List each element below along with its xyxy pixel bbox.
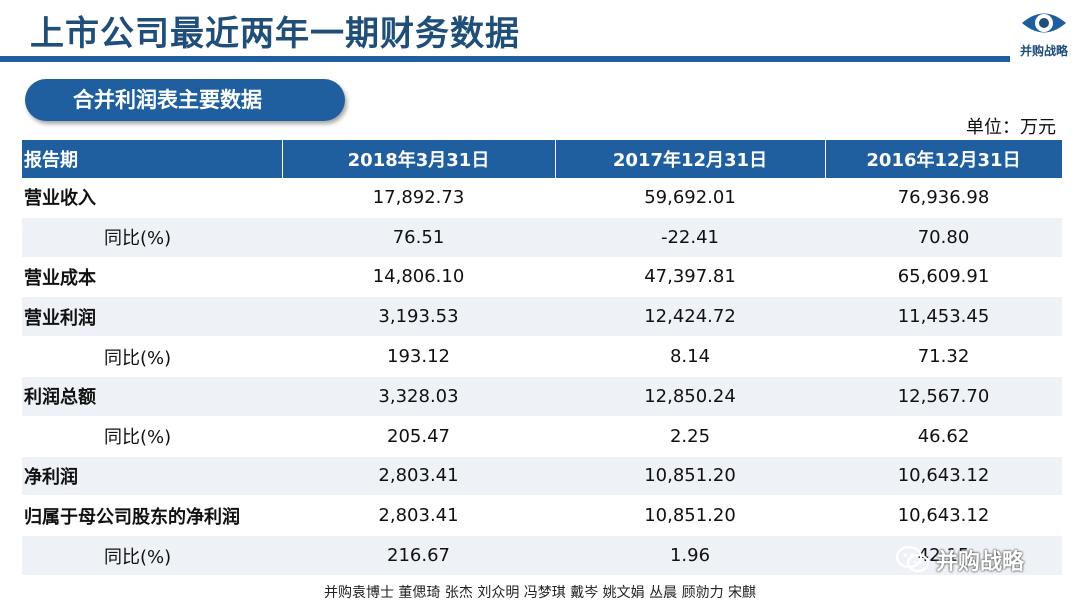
table-cell: 76.51 — [282, 217, 555, 258]
table-cell: 12,850.24 — [555, 376, 825, 417]
row-label: 净利润 — [22, 456, 282, 497]
table-row: 利润总额 3,328.03 12,850.24 12,567.70 — [22, 376, 1062, 417]
table-cell: 3,193.53 — [282, 296, 555, 338]
table-cell: 8.14 — [555, 336, 825, 377]
table-row: 营业收入 17,892.73 59,692.01 76,936.98 — [22, 178, 1062, 218]
row-label: 同比(%) — [22, 336, 282, 377]
table-row: 同比(%) 193.12 8.14 71.32 — [22, 336, 1062, 377]
unit-label: 单位：万元 — [966, 117, 1056, 138]
table-cell: 14,806.10 — [282, 257, 555, 298]
table-cell: 10,851.20 — [555, 495, 825, 537]
table-row: 同比(%) 205.47 2.25 46.62 — [22, 416, 1062, 457]
table-cell: 2,803.41 — [282, 495, 555, 537]
table-cell: 59,692.01 — [555, 178, 825, 218]
table-cell: 193.12 — [282, 336, 555, 377]
table-row: 净利润 2,803.41 10,851.20 10,643.12 — [22, 456, 1062, 497]
table-row: 同比(%) 216.67 1.96 42.15 — [22, 535, 1062, 576]
watermark-text: 并购战略 — [936, 550, 1025, 575]
table-header-row: 报告期 2018年3月31日 2017年12月31日 2016年12月31日 — [22, 140, 1063, 178]
row-label: 营业收入 — [22, 178, 282, 218]
table-cell: 10,643.12 — [825, 495, 1062, 537]
credits-line: 并购袁博士 董偲琦 张杰 刘众明 冯梦琪 戴岑 姚文娟 丛晨 顾勍力 宋麒 — [323, 585, 757, 601]
table-cell: 17,892.73 — [282, 178, 555, 218]
wechat-icon — [896, 545, 930, 573]
table-cell: -22.41 — [555, 217, 825, 258]
table-cell: 2,803.41 — [282, 456, 555, 497]
row-label: 同比(%) — [22, 416, 282, 457]
column-header: 报告期 — [22, 140, 283, 178]
section-title: 合并利润表主要数据 — [25, 79, 345, 121]
column-header: 2017年12月31日 — [555, 140, 826, 178]
table-cell: 71.32 — [825, 336, 1062, 377]
table-cell: 12,424.72 — [555, 296, 825, 338]
brand-logo: 并购战略 — [1012, 6, 1076, 64]
page-title: 上市公司最近两年一期财务数据 — [30, 14, 520, 54]
table-row: 营业利润 3,193.53 12,424.72 11,453.45 — [22, 296, 1062, 338]
column-header: 2018年3月31日 — [282, 140, 556, 178]
table-cell: 205.47 — [282, 416, 555, 457]
title-underline — [0, 56, 1010, 62]
table-cell: 47,397.81 — [555, 257, 825, 298]
table-row: 同比(%) 76.51 -22.41 70.80 — [22, 217, 1062, 258]
row-label: 归属于母公司股东的净利润 — [22, 495, 282, 537]
table-cell: 10,851.20 — [555, 456, 825, 497]
wechat-watermark: 并购战略 — [896, 543, 1024, 577]
table-cell: 65,609.91 — [825, 257, 1062, 298]
table-cell: 46.62 — [825, 416, 1062, 457]
table-cell: 12,567.70 — [825, 376, 1062, 417]
table-row: 营业成本 14,806.10 47,397.81 65,609.91 — [22, 257, 1062, 298]
row-label: 利润总额 — [22, 376, 282, 417]
logo-text: 并购战略 — [1019, 44, 1068, 58]
table-cell: 2.25 — [555, 416, 825, 457]
table-cell: 76,936.98 — [825, 178, 1062, 218]
table-cell: 11,453.45 — [825, 296, 1062, 338]
eye-icon — [1022, 13, 1066, 33]
row-label: 营业成本 — [22, 257, 282, 298]
income-statement-table: 报告期 2018年3月31日 2017年12月31日 2016年12月31日 营… — [22, 140, 1063, 576]
column-header: 2016年12月31日 — [825, 140, 1063, 178]
table-cell: 216.67 — [282, 535, 555, 576]
table-cell: 10,643.12 — [825, 456, 1062, 497]
table-row: 归属于母公司股东的净利润 2,803.41 10,851.20 10,643.12 — [22, 495, 1062, 537]
row-label: 营业利润 — [22, 296, 282, 338]
table-cell: 42.15 — [825, 535, 1062, 576]
row-label: 同比(%) — [22, 535, 282, 576]
row-label: 同比(%) — [22, 217, 282, 258]
table-cell: 1.96 — [555, 535, 825, 576]
table-cell: 70.80 — [825, 217, 1062, 258]
table-cell: 3,328.03 — [282, 376, 555, 417]
